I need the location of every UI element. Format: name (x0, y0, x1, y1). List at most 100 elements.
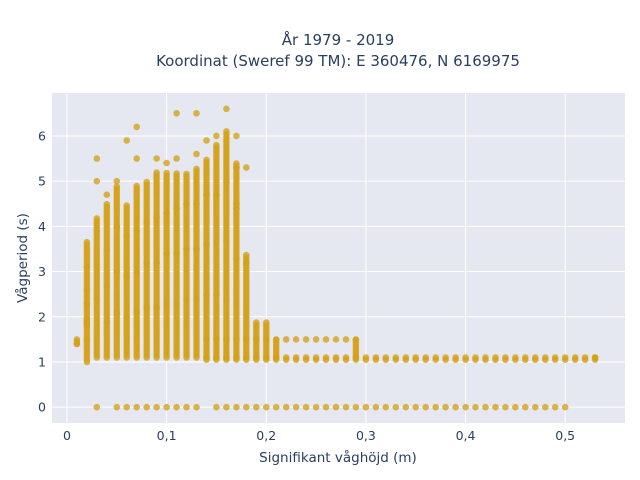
data-point (332, 403, 340, 411)
data-point (173, 110, 180, 117)
data-point (522, 403, 529, 411)
chart-subtitle: Koordinat (Sweref 99 TM): E 360476, N 61… (156, 52, 520, 70)
data-point (252, 356, 260, 364)
x-tick-labels: 0 0,1 0,2 0,3 0,4 0,5 (63, 428, 575, 443)
data-point (243, 336, 250, 343)
data-point (282, 336, 290, 343)
data-point (233, 336, 240, 343)
data-point (203, 156, 210, 164)
data-point (143, 403, 150, 411)
data-point (243, 356, 250, 364)
data-point (482, 356, 489, 364)
data-point (532, 403, 539, 411)
data-point (233, 403, 240, 411)
data-point (272, 403, 280, 411)
data-point (113, 177, 121, 185)
data-point (93, 155, 101, 162)
data-point (93, 177, 101, 185)
data-point (252, 319, 260, 326)
data-point (233, 164, 240, 171)
data-point (422, 403, 430, 411)
data-point (153, 169, 160, 176)
data-point (432, 403, 440, 411)
data-point (542, 356, 549, 364)
data-point (263, 336, 270, 343)
y-tick-labels: 0 1 2 3 4 5 6 (38, 128, 46, 414)
data-point (163, 403, 170, 411)
data-point (492, 403, 499, 411)
data-point (213, 336, 220, 343)
data-point (193, 165, 200, 173)
data-point (382, 356, 390, 364)
data-point (282, 403, 290, 411)
data-point (292, 356, 300, 364)
data-point (352, 336, 360, 343)
data-point (472, 403, 479, 411)
data-point (591, 356, 599, 364)
data-point (342, 356, 350, 364)
data-point (183, 170, 190, 178)
data-point (362, 356, 370, 364)
data-point (402, 403, 410, 411)
data-point (442, 403, 449, 411)
data-point (123, 403, 130, 411)
data-point (502, 356, 509, 364)
data-point (203, 356, 210, 364)
data-point (263, 403, 270, 411)
data-point (542, 403, 549, 411)
data-point (213, 132, 220, 140)
data-point (153, 155, 160, 162)
data-point (522, 356, 529, 364)
data-point (442, 356, 449, 364)
data-point (93, 215, 101, 222)
y-tick-label: 3 (38, 264, 46, 279)
data-point (492, 356, 499, 364)
data-point (352, 403, 360, 411)
chart-title: År 1979 - 2019 (282, 30, 395, 49)
data-point (312, 403, 320, 411)
data-point (73, 336, 81, 343)
data-point (402, 356, 410, 364)
x-tick-label: 0,5 (555, 428, 575, 443)
data-point (223, 128, 230, 135)
data-point (322, 356, 330, 364)
x-axis-title: Signifikant våghöjd (m) (259, 449, 417, 466)
data-point (362, 403, 370, 411)
data-point (143, 178, 150, 186)
y-axis-title: Vågperiod (s) (14, 213, 31, 303)
chart-marks (73, 105, 599, 411)
data-point (83, 315, 91, 323)
x-tick-label: 0,4 (456, 428, 476, 443)
data-point (422, 356, 430, 364)
data-point (452, 356, 459, 364)
data-point (233, 200, 240, 208)
data-point (193, 110, 200, 117)
data-point (342, 336, 350, 343)
data-point (223, 356, 230, 364)
data-point (203, 336, 210, 343)
data-point (312, 336, 320, 343)
x-tick-label: 0 (63, 428, 71, 443)
data-point (133, 403, 140, 411)
x-tick-label: 0,3 (356, 428, 376, 443)
data-point (372, 403, 380, 411)
data-point (561, 356, 569, 364)
data-point (252, 336, 260, 343)
data-point (551, 403, 559, 411)
data-point (233, 132, 240, 140)
data-point (292, 336, 300, 343)
data-point (263, 356, 270, 364)
data-point (342, 403, 350, 411)
data-point (302, 336, 310, 343)
data-point (282, 356, 290, 364)
y-tick-label: 5 (38, 174, 46, 189)
data-point (213, 403, 220, 411)
data-point (272, 336, 280, 343)
data-point (113, 183, 121, 190)
data-point (571, 356, 579, 364)
data-point (392, 403, 400, 411)
data-point (193, 150, 200, 158)
data-point (502, 403, 509, 411)
data-point (332, 336, 340, 343)
data-point (352, 356, 360, 364)
